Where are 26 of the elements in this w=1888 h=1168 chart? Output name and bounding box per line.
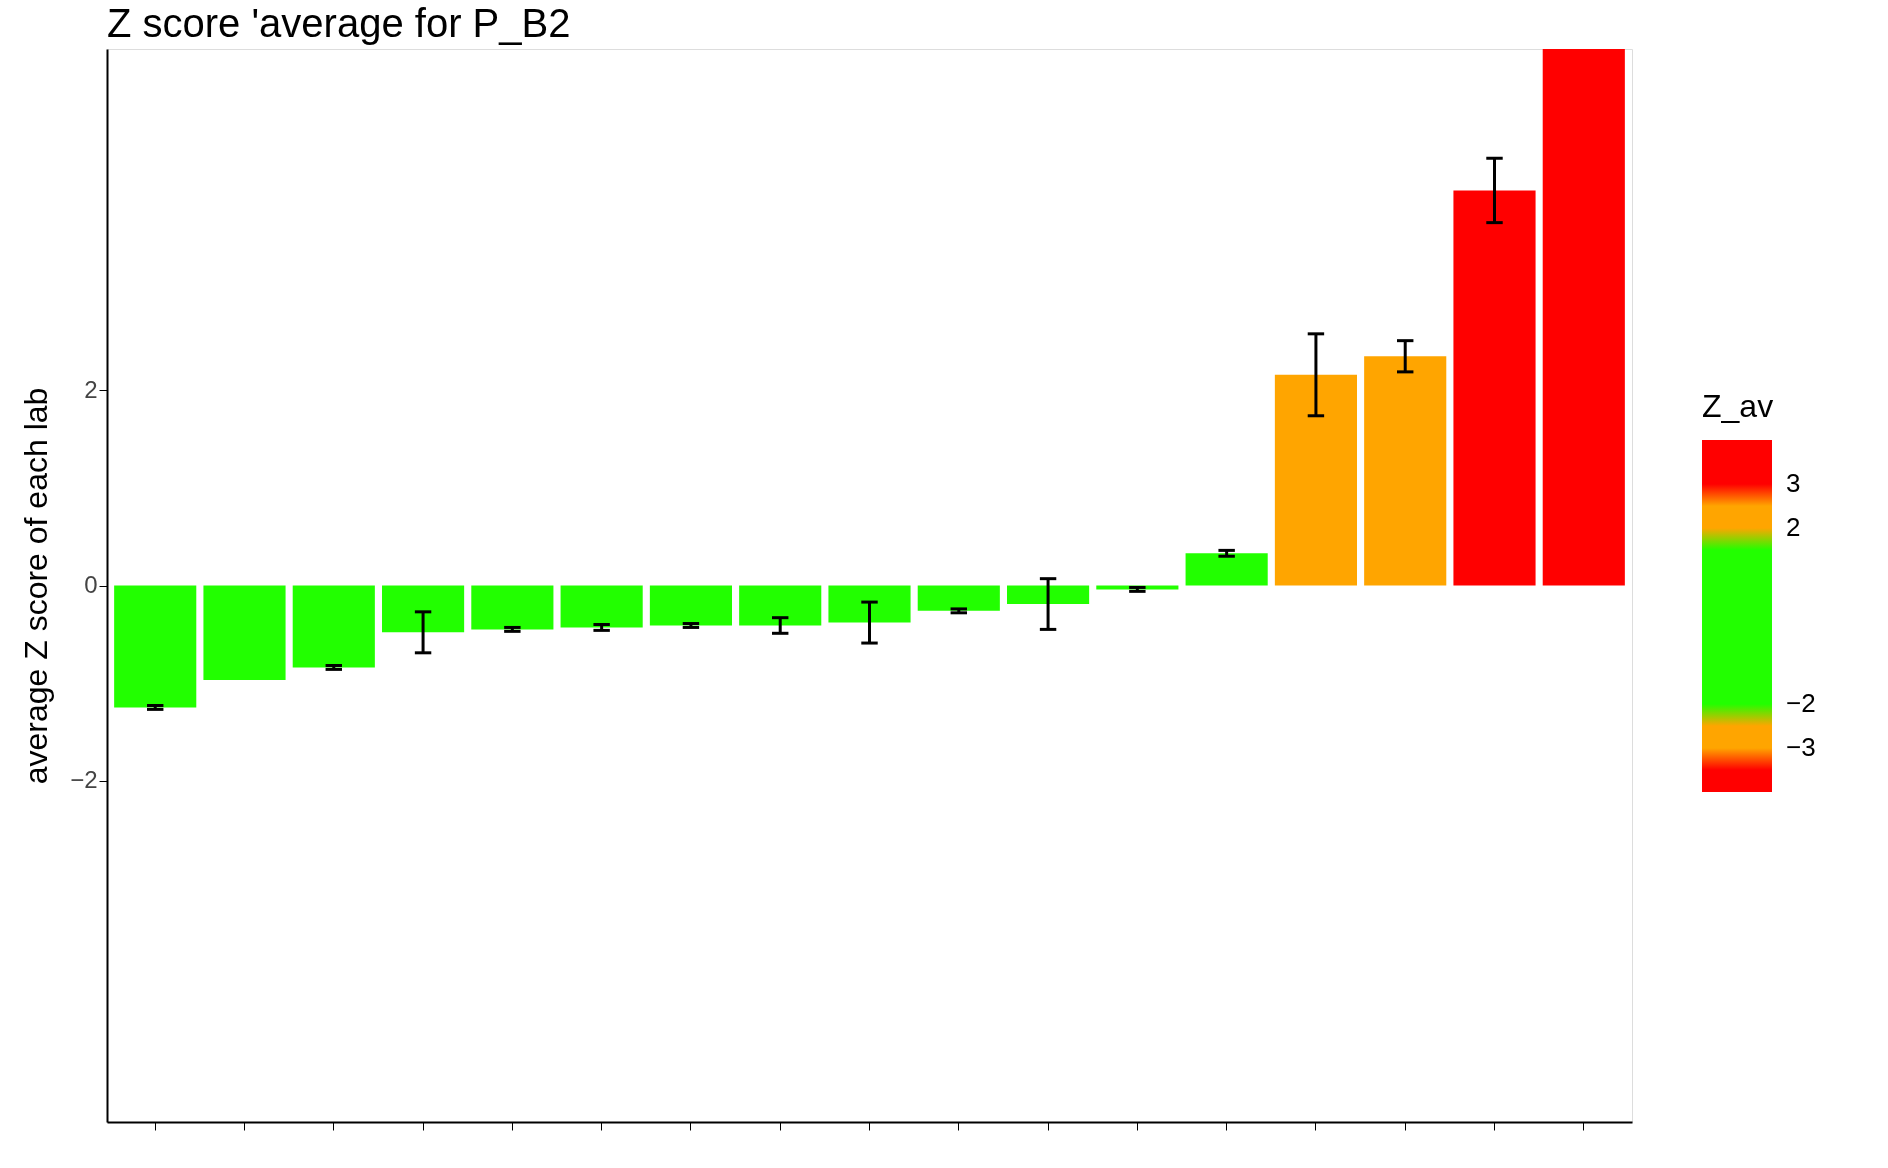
bar: [1364, 356, 1447, 586]
bar: [292, 585, 375, 668]
bar: [114, 585, 197, 708]
bar: [560, 585, 643, 628]
bar: [828, 585, 911, 623]
bar: [917, 585, 1000, 611]
chart-title: Z score 'average for P_B2: [107, 1, 571, 45]
color-bar-label: 3: [1786, 468, 1801, 498]
y-tick-label: −2: [70, 766, 98, 794]
color-bar-label: −3: [1786, 732, 1816, 762]
bar: [1007, 585, 1090, 605]
bar: [1453, 190, 1536, 586]
bar: [1274, 374, 1357, 586]
bar: [203, 585, 286, 681]
bar: [1185, 553, 1268, 586]
y-axis-title: average Z score of each lab: [18, 387, 55, 785]
bar: [739, 585, 822, 626]
y-tick-label: 2: [84, 375, 98, 403]
color-bar-title: Z_av: [1702, 388, 1774, 424]
color-bar-label: 2: [1786, 512, 1801, 542]
bar: [649, 585, 732, 626]
color-bar-label: −2: [1786, 688, 1816, 718]
bar: [1542, 49, 1625, 586]
y-tick-label: 0: [84, 571, 98, 598]
bar: [471, 585, 554, 630]
bar: [382, 585, 465, 633]
